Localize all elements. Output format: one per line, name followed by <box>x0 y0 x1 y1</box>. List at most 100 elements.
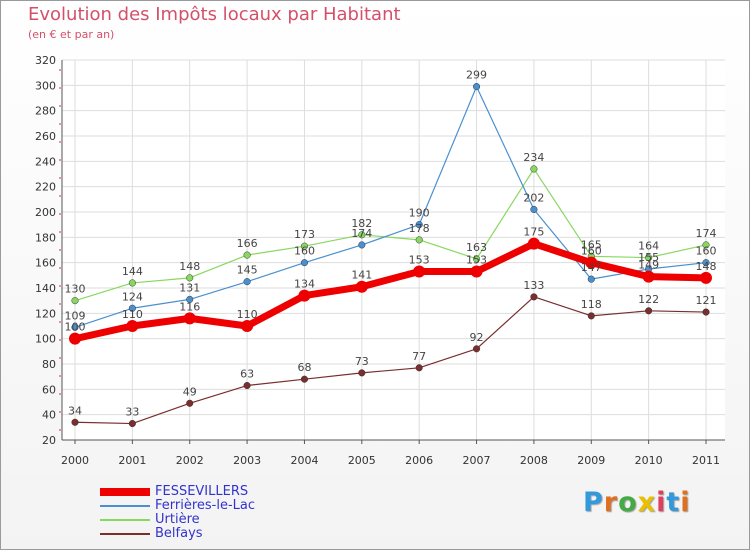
data-point <box>700 271 712 284</box>
legend-swatch <box>100 505 150 507</box>
data-point <box>527 237 540 250</box>
y-tick-label: 120 <box>35 307 56 320</box>
data-label: 153 <box>409 254 430 267</box>
y-tick-label: 180 <box>35 231 56 244</box>
data-label: 134 <box>294 278 315 291</box>
data-point <box>298 289 311 302</box>
data-label: 163 <box>466 241 487 254</box>
data-point <box>186 274 194 282</box>
data-label: 234 <box>523 151 544 164</box>
data-label: 182 <box>351 217 372 230</box>
legend-label: Belfays <box>155 526 203 541</box>
data-point <box>183 312 196 325</box>
data-label: 68 <box>297 361 311 374</box>
x-tick-label: 2002 <box>176 454 204 467</box>
data-point <box>69 332 81 345</box>
chart-title: Evolution des Impôts locaux par Habitant <box>28 4 401 25</box>
data-label: 33 <box>125 406 139 419</box>
data-point <box>128 279 136 287</box>
data-point <box>530 293 538 301</box>
data-label: 124 <box>122 290 143 303</box>
y-tick-label: 160 <box>35 257 56 270</box>
data-point <box>472 255 481 263</box>
data-label: 109 <box>65 309 86 322</box>
y-tick-label: 260 <box>35 130 56 143</box>
logo-letter: i <box>656 487 667 518</box>
data-point <box>702 259 710 267</box>
legend-swatch <box>100 533 150 535</box>
data-point <box>186 399 194 407</box>
data-label: 148 <box>179 260 200 273</box>
data-label: 164 <box>638 240 659 253</box>
data-label: 131 <box>179 281 200 294</box>
data-label: 160 <box>696 245 717 258</box>
y-tick-label: 60 <box>42 383 56 396</box>
proxiti-logo: Proxiti <box>583 487 691 518</box>
data-point <box>587 275 595 283</box>
series-line-fessevillers <box>74 240 707 343</box>
data-point <box>71 323 79 331</box>
data-label: 174 <box>351 227 372 240</box>
series-line-ferri-res-le-lac <box>74 85 707 328</box>
data-label: 110 <box>237 308 258 321</box>
series-line-urti-re <box>74 168 707 302</box>
logo-letter: x <box>637 487 657 518</box>
data-point <box>128 419 136 428</box>
data-label: 100 <box>65 321 86 334</box>
data-label: 122 <box>638 293 659 306</box>
data-point <box>300 259 309 267</box>
data-label: 77 <box>412 350 426 363</box>
data-label: 49 <box>183 385 197 398</box>
data-point <box>470 265 483 278</box>
legend-label: FESSEVILLERS <box>155 484 249 499</box>
logo-letter: r <box>603 487 619 518</box>
logo-letter: t <box>666 487 681 518</box>
legend-label: Ferrières-le-Lac <box>155 498 256 513</box>
x-tick-label: 2006 <box>405 454 433 467</box>
data-label: 148 <box>696 260 717 273</box>
data-point <box>415 236 423 244</box>
data-point <box>186 295 194 303</box>
x-tick-label: 2010 <box>635 454 663 467</box>
data-label: 63 <box>240 368 254 381</box>
data-label: 133 <box>523 279 544 292</box>
data-point <box>472 345 481 353</box>
x-tick-label: 2003 <box>233 454 261 467</box>
series-line-belfays <box>74 296 707 425</box>
data-label: 160 <box>581 245 602 258</box>
plot-area <box>62 60 725 440</box>
x-tick-label: 2001 <box>118 454 146 467</box>
y-tick-label: 40 <box>42 409 56 422</box>
y-tick-label: 220 <box>35 181 56 194</box>
x-tick-label: 2007 <box>463 454 491 467</box>
data-label: 73 <box>355 355 369 368</box>
data-point <box>243 251 251 259</box>
data-label: 141 <box>351 269 372 282</box>
data-label: 118 <box>581 298 602 311</box>
x-tick-label: 2000 <box>61 454 89 467</box>
x-tick-label: 2009 <box>577 454 605 467</box>
data-point <box>645 254 653 262</box>
y-tick-label: 20 <box>42 434 56 447</box>
logo-letter: P <box>583 487 604 518</box>
data-point <box>243 381 251 390</box>
data-point <box>585 256 598 269</box>
data-point <box>642 270 655 283</box>
logo-letter: o <box>618 487 638 518</box>
data-point <box>358 231 366 239</box>
data-label: 175 <box>523 226 544 239</box>
data-label: 173 <box>294 228 315 241</box>
data-point <box>300 375 309 383</box>
data-label: 121 <box>696 294 717 307</box>
data-label: 190 <box>409 207 430 220</box>
data-point <box>702 308 710 316</box>
data-point <box>472 83 481 91</box>
data-point <box>530 165 538 173</box>
data-label: 92 <box>470 331 484 344</box>
data-label: 165 <box>581 238 602 251</box>
data-point <box>645 307 653 315</box>
x-tick-label: 2005 <box>348 454 376 467</box>
y-tick-label: 300 <box>35 79 56 92</box>
data-point <box>587 312 595 320</box>
y-tick-label: 200 <box>35 206 56 219</box>
